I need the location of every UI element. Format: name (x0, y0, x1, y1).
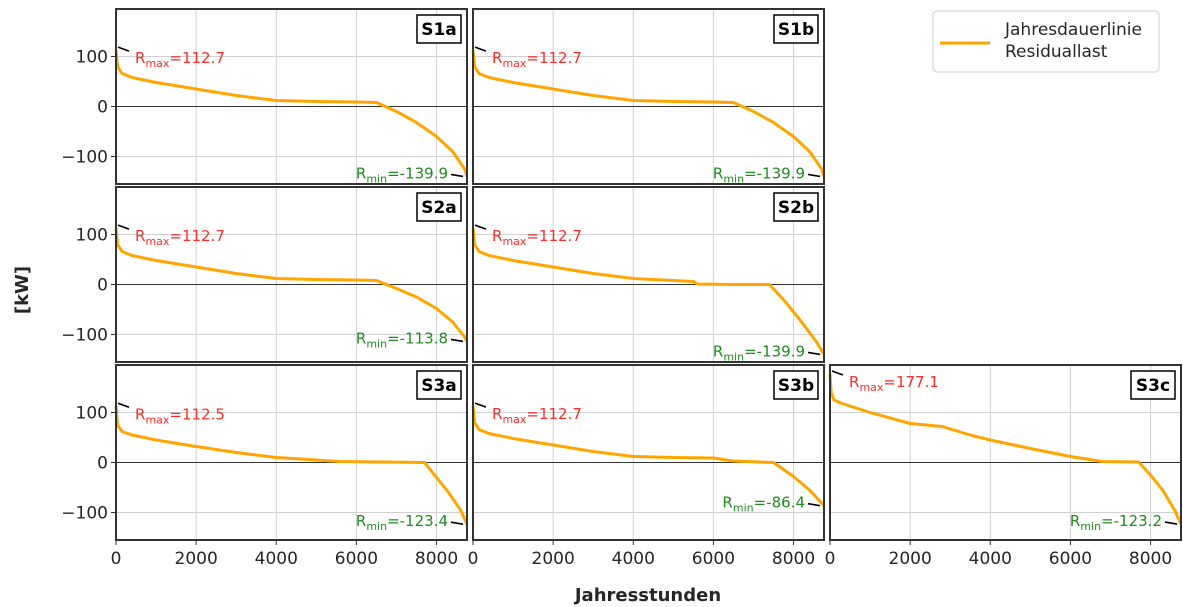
y-tick-label: 100 (76, 48, 108, 68)
panel-label: S2b (778, 198, 814, 218)
rmax-annotation: Rmax=112.7 (135, 227, 225, 248)
legend-label-line1: Jahresdauerlinie (1004, 20, 1142, 40)
panel-label: S1a (421, 20, 457, 40)
panel-frame (115, 186, 468, 363)
rmin-marker (450, 521, 464, 525)
x-axis-title: Jahresstunden (573, 585, 721, 606)
series-line-s1a (114, 49, 469, 177)
y-tick-label: −100 (61, 326, 108, 346)
x-tick-label: 0 (468, 549, 479, 569)
y-tick-label: 0 (97, 276, 108, 296)
panel-s3b: Rmax=112.7 Rmin=-86.4 S3b 0 2000 4000 6000 8000 (468, 364, 826, 569)
series-line-s2a (114, 228, 469, 343)
series-line-s3b (471, 405, 826, 507)
rmax-annotation: Rmax=112.7 (135, 49, 225, 70)
rmin-annotation: Rmin=-113.8 (356, 329, 448, 350)
panel-label: S2a (421, 198, 457, 218)
panel-label-box (773, 14, 819, 44)
panel-frame (472, 364, 825, 541)
x-tick-label: 4000 (255, 549, 298, 569)
series-line-s3c (828, 373, 1183, 525)
x-tick-label: 0 (825, 549, 836, 569)
panel-s2b: Rmax=112.7 Rmin=-139.9 S2b (471, 186, 826, 363)
panel-s2a: Rmax=112.7 Rmin=-113.8 S2a −100 0 100 (61, 186, 469, 363)
x-tick-label: 2000 (532, 549, 575, 569)
rmin-marker (450, 338, 464, 343)
x-tick-label: 0 (111, 549, 122, 569)
rmin-annotation: Rmin=-139.9 (713, 164, 805, 185)
rmin-marker (1164, 521, 1178, 525)
panel-label-box (416, 370, 462, 400)
rmax-annotation: Rmax=177.1 (849, 373, 939, 394)
panel-frame (115, 8, 468, 185)
rmax-annotation: Rmax=112.7 (492, 227, 582, 248)
panel-s1a: Rmax=112.7 Rmin=-139.9 S1a −100 0 100 (61, 8, 469, 185)
panel-frame (829, 364, 1182, 541)
y-tick-label: 100 (76, 226, 108, 246)
panel-label-box (416, 192, 462, 222)
panel-frame (472, 186, 825, 363)
x-tick-label: 4000 (612, 549, 655, 569)
x-tick-label: 6000 (335, 549, 378, 569)
rmax-annotation: Rmax=112.7 (492, 405, 582, 426)
rmin-marker (807, 502, 821, 507)
panel-label: S3c (1136, 376, 1170, 396)
rmax-marker (474, 224, 487, 230)
legend-label-line2: Residuallast (1005, 42, 1108, 62)
rmax-marker (474, 46, 487, 52)
rmax-marker (117, 224, 130, 230)
rmin-annotation: Rmin=-123.4 (356, 512, 448, 533)
rmin-annotation: Rmin=-139.9 (356, 164, 448, 185)
rmax-marker (117, 46, 130, 52)
x-tick-label: 2000 (175, 549, 218, 569)
rmin-marker (807, 351, 821, 356)
panel-s3c: Rmax=177.1 Rmin=-123.2 S3c 0 2000 4000 6000 800… (825, 364, 1183, 569)
panel-label-box (773, 192, 819, 222)
panel-label-box (416, 14, 462, 44)
series-line-s2b (471, 228, 826, 356)
rmax-marker (117, 402, 130, 409)
y-tick-label: 0 (97, 98, 108, 118)
rmax-annotation: Rmax=112.5 (135, 405, 225, 426)
series-line-s1b (471, 49, 826, 177)
y-tick-label: −100 (61, 148, 108, 168)
rmin-marker (450, 173, 464, 178)
panel-s1b: Rmax=112.7 Rmin=-139.9 S1b (471, 8, 826, 185)
rmin-annotation: Rmin=-139.9 (713, 342, 805, 363)
x-tick-label: 6000 (692, 549, 735, 569)
x-tick-label: 8000 (772, 549, 815, 569)
x-tick-label: 8000 (1129, 549, 1172, 569)
panel-label-box (1130, 370, 1176, 400)
panel-label-box (773, 370, 819, 400)
legend-frame (932, 10, 1160, 73)
rmin-annotation: Rmin=-86.4 (722, 494, 805, 515)
rmax-annotation: Rmax=112.7 (492, 49, 582, 70)
y-tick-label: 100 (76, 404, 108, 424)
x-tick-label: 6000 (1049, 549, 1092, 569)
y-axis-title: [kW] (12, 266, 33, 314)
panel-frame (472, 8, 825, 185)
rmax-marker (474, 402, 487, 408)
x-tick-label: 2000 (889, 549, 932, 569)
rmin-marker (807, 173, 821, 178)
y-tick-label: −100 (61, 504, 108, 524)
rmax-marker (831, 370, 844, 376)
legend: Jahresdauerlinie Residuallast (932, 10, 1160, 73)
panel-label: S3a (421, 376, 457, 396)
panel-label: S1b (778, 20, 814, 40)
series-line-s3a (114, 406, 469, 525)
x-tick-label: 8000 (415, 549, 458, 569)
rmin-annotation: Rmin=-123.2 (1070, 512, 1162, 533)
panel-frame (115, 364, 468, 541)
y-tick-label: 0 (97, 454, 108, 474)
x-tick-label: 4000 (969, 549, 1012, 569)
panel-label: S3b (778, 376, 814, 396)
